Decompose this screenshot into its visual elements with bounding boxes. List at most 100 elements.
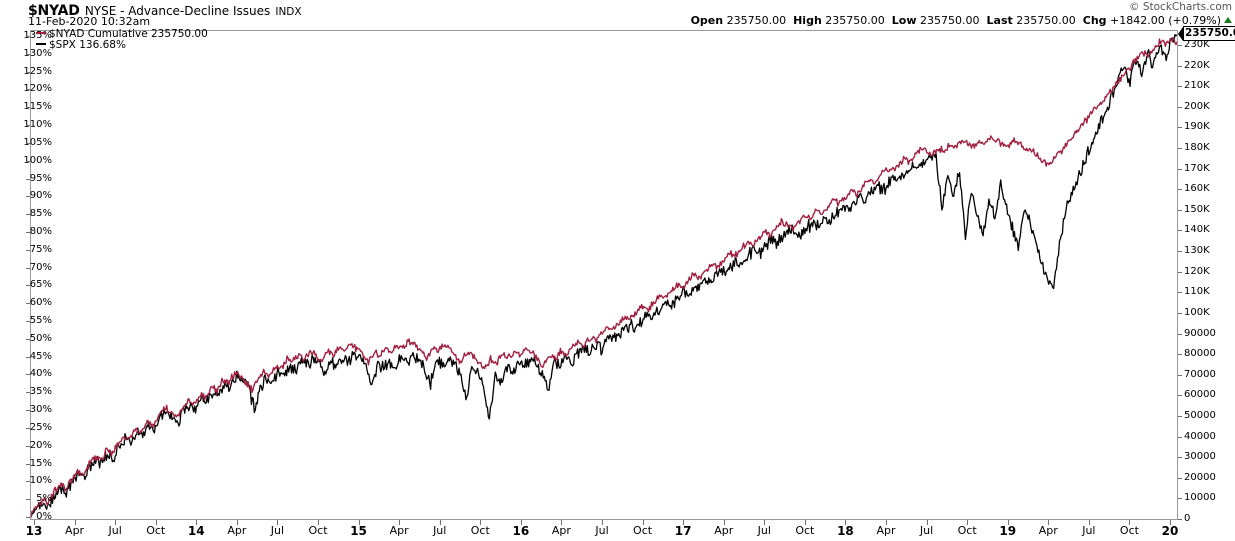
y-axis-left-tick bbox=[26, 249, 30, 251]
y-axis-left-tick bbox=[26, 178, 30, 180]
x-axis-tick bbox=[318, 520, 319, 525]
y-axis-left-label: 80% bbox=[29, 225, 52, 237]
x-axis-year-label: 20 bbox=[1161, 524, 1179, 538]
y-axis-right-label: 220K bbox=[1184, 59, 1210, 71]
x-axis-tick bbox=[399, 520, 401, 525]
y-axis-left-tick bbox=[26, 463, 30, 465]
y-axis-right-tick bbox=[1178, 251, 1182, 253]
y-axis-left-tick bbox=[26, 374, 30, 376]
x-axis-month-label: Jul bbox=[108, 524, 122, 537]
y-axis-right-tick bbox=[1178, 292, 1182, 294]
price-tag-pointer-icon bbox=[1178, 26, 1183, 41]
legend-label-spx: $SPX 136.68% bbox=[49, 39, 126, 51]
x-axis-tick bbox=[926, 520, 928, 525]
symbol-ticker[interactable]: $NYAD bbox=[28, 3, 80, 19]
y-axis-right-label: 50000 bbox=[1184, 409, 1216, 421]
y-axis-right-tick bbox=[1178, 86, 1182, 88]
x-axis-month-label: Oct bbox=[795, 524, 815, 537]
y-axis-right-label: 160K bbox=[1184, 183, 1210, 195]
y-axis-right-label: 110K bbox=[1184, 286, 1210, 298]
y-axis-left-tick bbox=[26, 356, 30, 358]
y-axis-right-tick bbox=[1178, 457, 1182, 459]
y-axis-left-label: 125% bbox=[23, 65, 52, 77]
y-axis-right-tick bbox=[1178, 477, 1182, 479]
x-axis-month-label: Apr bbox=[227, 524, 247, 537]
x-axis: 13 Apr Jul Oct 14 Apr Jul Oct 15 Apr Jul Oct 16 Apr Ju… bbox=[0, 525, 1235, 541]
x-axis-year-label: 13 bbox=[25, 524, 43, 538]
high-value: 235750.00 bbox=[825, 14, 885, 27]
x-axis-tick bbox=[155, 520, 157, 525]
x-axis-month-label: Oct bbox=[957, 524, 977, 537]
x-axis-tick bbox=[277, 520, 279, 525]
x-axis-tick bbox=[480, 520, 482, 525]
low-value: 235750.00 bbox=[920, 14, 980, 27]
x-axis-month-label: Apr bbox=[714, 524, 734, 537]
chart-plot-area[interactable] bbox=[30, 30, 1178, 520]
y-axis-left-tick bbox=[26, 410, 30, 412]
y-axis-left-label: 115% bbox=[23, 101, 52, 113]
x-axis-tick bbox=[439, 520, 441, 525]
y-axis-left-tick bbox=[26, 160, 30, 162]
y-axis-right-label: 60000 bbox=[1184, 389, 1216, 401]
y-axis-left-tick bbox=[26, 267, 30, 269]
x-axis-year-label: 16 bbox=[512, 524, 530, 538]
y-axis-left-tick bbox=[26, 303, 30, 305]
legend-swatch-nyad-icon bbox=[36, 32, 46, 34]
y-axis-left-tick bbox=[26, 285, 30, 287]
x-axis-month-label: Oct bbox=[146, 524, 166, 537]
legend-item-nyad[interactable]: $NYAD Cumulative 235750.00 bbox=[36, 29, 208, 40]
x-axis-tick bbox=[723, 520, 725, 525]
y-axis-left-label: 15% bbox=[29, 457, 52, 469]
stockcharts-watermark: © StockCharts.com bbox=[1129, 1, 1232, 13]
y-axis-left-tick bbox=[26, 321, 30, 323]
x-axis-year-label: 17 bbox=[674, 524, 692, 538]
y-axis-right-label: 230K bbox=[1184, 39, 1210, 50]
x-axis-month-label: Jul bbox=[433, 524, 447, 537]
y-axis-right-tick bbox=[1178, 230, 1182, 232]
quote-bar: Open 235750.00 High 235750.00 Low 235750… bbox=[691, 14, 1232, 27]
high-label: High bbox=[793, 14, 822, 27]
y-axis-right-tick bbox=[1178, 148, 1182, 150]
last-price-tag: 235750.0( bbox=[1178, 26, 1235, 41]
x-axis-month-label: Apr bbox=[876, 524, 896, 537]
y-axis-left-label: 70% bbox=[29, 261, 52, 273]
x-axis-month-label: Oct bbox=[470, 524, 490, 537]
price-tag-value: 235750.0( bbox=[1183, 26, 1235, 41]
y-axis-right-tick bbox=[1178, 189, 1182, 191]
x-axis-tick bbox=[196, 520, 198, 525]
y-axis-left-label: 50% bbox=[29, 332, 52, 344]
price-series-svg bbox=[31, 33, 1177, 518]
y-axis-left-label: 85% bbox=[29, 208, 52, 220]
y-axis-left-label: 75% bbox=[29, 243, 52, 255]
symbol-description: NYSE - Advance-Decline Issues bbox=[84, 4, 271, 18]
y-axis-left-tick bbox=[26, 142, 30, 144]
y-axis-right-label: 130K bbox=[1184, 245, 1210, 257]
y-axis-right-label: 0 bbox=[1184, 513, 1191, 524]
x-axis-month-label: Jul bbox=[595, 524, 609, 537]
legend-swatch-spx-icon bbox=[36, 43, 46, 45]
x-axis-tick bbox=[1170, 520, 1171, 525]
y-axis-left-tick bbox=[26, 71, 30, 73]
y-axis-right-label: 140K bbox=[1184, 224, 1210, 236]
y-axis-left-tick bbox=[26, 499, 30, 501]
x-axis-tick bbox=[520, 520, 522, 525]
y-axis-left-label: 0% bbox=[36, 511, 52, 522]
symbol-type: INDX bbox=[275, 6, 302, 18]
change-up-arrow-icon bbox=[1224, 17, 1232, 23]
y-axis-right-label: 70000 bbox=[1184, 368, 1216, 380]
x-axis-year-label: 15 bbox=[350, 524, 367, 538]
legend-item-spx[interactable]: $SPX 136.68% bbox=[36, 40, 208, 51]
x-axis-tick bbox=[1088, 520, 1090, 525]
x-axis-tick bbox=[561, 520, 563, 525]
x-axis-tick bbox=[804, 520, 806, 525]
y-axis-left-tick bbox=[26, 107, 30, 109]
x-axis-tick bbox=[886, 520, 887, 525]
x-axis-month-label: Jul bbox=[757, 524, 771, 537]
x-axis-month-label: Oct bbox=[1119, 524, 1139, 537]
y-axis-left-label: 25% bbox=[29, 421, 52, 433]
y-axis-left-tick bbox=[26, 36, 30, 37]
y-axis-left-tick bbox=[26, 214, 30, 216]
open-label: Open bbox=[690, 14, 724, 27]
x-axis-month-label: Jul bbox=[1082, 524, 1096, 537]
